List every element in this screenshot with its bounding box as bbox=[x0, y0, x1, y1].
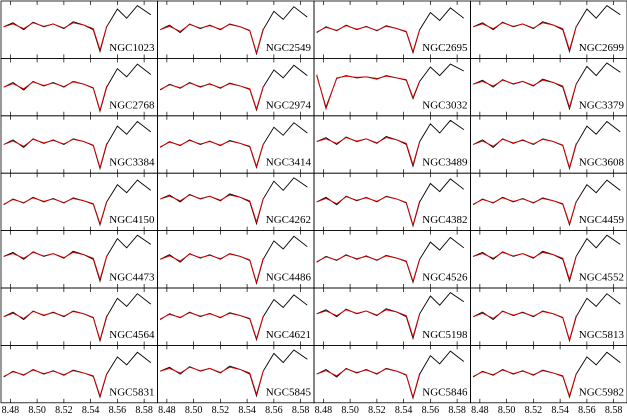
x-tick-label: 8.48 bbox=[471, 405, 489, 416]
x-tick-label: 8.54 bbox=[395, 405, 413, 416]
model-line bbox=[316, 74, 421, 111]
panel-label: NGC3032 bbox=[422, 99, 467, 111]
model-line bbox=[3, 138, 108, 170]
model-line bbox=[473, 197, 577, 226]
panel-label: NGC4486 bbox=[266, 272, 312, 284]
panel-label: NGC3608 bbox=[579, 157, 625, 169]
panel-label: NGC2768 bbox=[109, 99, 155, 111]
x-tick-label: 8.48 bbox=[2, 405, 20, 416]
panel-label: NGC2699 bbox=[579, 42, 625, 54]
model-line bbox=[473, 251, 577, 281]
model-line bbox=[3, 311, 108, 342]
model-line bbox=[316, 137, 421, 167]
model-line bbox=[160, 194, 264, 224]
model-line bbox=[160, 253, 264, 284]
x-tick-label: 8.58 bbox=[135, 405, 153, 416]
x-tick-label: 8.54 bbox=[238, 405, 256, 416]
x-tick-label: 8.52 bbox=[212, 405, 230, 416]
model-line bbox=[473, 369, 577, 398]
model-line bbox=[473, 311, 577, 342]
x-tick-label: 8.50 bbox=[28, 405, 46, 416]
panel-label: NGC2549 bbox=[266, 42, 312, 54]
panel-label: NGC5198 bbox=[422, 329, 468, 341]
x-tick-label: 8.54 bbox=[82, 405, 100, 416]
panel-label: NGC3414 bbox=[266, 157, 312, 169]
panel-label: NGC5831 bbox=[109, 386, 154, 398]
x-tick-label: 8.52 bbox=[368, 405, 386, 416]
model-line bbox=[3, 197, 108, 226]
model-line bbox=[160, 312, 264, 340]
model-line bbox=[3, 251, 108, 281]
panel-label: NGC4262 bbox=[266, 214, 311, 226]
x-tick-label: 8.58 bbox=[292, 405, 310, 416]
model-line bbox=[316, 368, 421, 399]
panel-label: NGC3379 bbox=[579, 99, 625, 111]
panel-label: NGC2695 bbox=[422, 42, 468, 54]
x-tick-label: 8.48 bbox=[315, 405, 333, 416]
model-line bbox=[316, 254, 421, 283]
model-line bbox=[473, 138, 577, 170]
model-line bbox=[3, 369, 108, 398]
panel-label: NGC5982 bbox=[579, 386, 624, 398]
model-line bbox=[160, 140, 264, 168]
panel-frame bbox=[470, 344, 627, 404]
model-line bbox=[3, 81, 108, 112]
panel-label: NGC4552 bbox=[579, 272, 624, 284]
model-line bbox=[3, 22, 108, 52]
model-line bbox=[160, 24, 264, 55]
x-tick-label: 8.52 bbox=[55, 405, 73, 416]
panel-label: NGC4150 bbox=[109, 214, 155, 226]
panel-label: NGC1023 bbox=[109, 42, 155, 54]
model-line bbox=[160, 366, 264, 396]
model-line bbox=[160, 82, 264, 111]
model-line bbox=[473, 22, 577, 52]
x-tick-label: 8.56 bbox=[109, 405, 127, 416]
x-tick-label: 8.50 bbox=[185, 405, 203, 416]
x-tick-label: 8.56 bbox=[265, 405, 283, 416]
x-tick-label: 8.54 bbox=[551, 405, 569, 416]
panel-label: NGC5845 bbox=[266, 386, 312, 398]
panel-label: NGC4459 bbox=[579, 214, 625, 226]
x-tick-label: 8.50 bbox=[498, 405, 516, 416]
panel-label: NGC5813 bbox=[579, 329, 625, 341]
panel-label: NGC4473 bbox=[109, 272, 155, 284]
x-tick-label: 8.58 bbox=[448, 405, 466, 416]
x-tick-label: 8.56 bbox=[578, 405, 596, 416]
x-tick-label: 8.56 bbox=[422, 405, 440, 416]
panel-label: NGC3489 bbox=[422, 157, 468, 169]
panel-label: NGC4564 bbox=[109, 329, 155, 341]
model-line bbox=[473, 79, 577, 109]
x-tick-label: 8.48 bbox=[158, 405, 176, 416]
panel-label: NGC4382 bbox=[422, 214, 467, 226]
panel-label: NGC2974 bbox=[266, 99, 312, 111]
x-tick-label: 8.50 bbox=[341, 405, 359, 416]
panel-label: NGC4621 bbox=[266, 329, 311, 341]
panel-label: NGC3384 bbox=[109, 157, 155, 169]
model-line bbox=[316, 25, 421, 53]
panel-label: NGC4526 bbox=[422, 272, 468, 284]
model-line bbox=[316, 196, 421, 227]
x-tick-label: 8.58 bbox=[605, 405, 623, 416]
model-line bbox=[316, 309, 421, 339]
x-tick-label: 8.52 bbox=[525, 405, 543, 416]
panel-label: NGC5846 bbox=[422, 386, 468, 398]
